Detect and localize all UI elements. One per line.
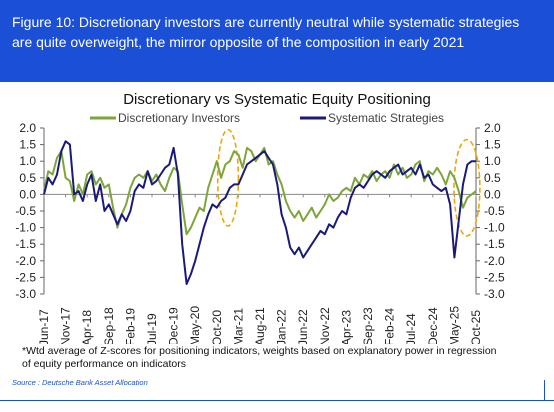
chart-footnote: *Wtd average of Z-scores for positioning… [22, 345, 497, 370]
corner-divider [544, 380, 545, 400]
y-tick-label-right: -1.5 [484, 237, 505, 251]
y-tick-label-right: -2.5 [484, 270, 505, 284]
x-tick-label: Feb-19 [123, 308, 137, 344]
x-tick-label: Sep-23 [361, 307, 375, 344]
x-tick-label: Apr-18 [80, 310, 94, 344]
y-tick-label-left: 2.0 [19, 121, 36, 135]
legend-label-systematic: Systematic Strategies [328, 111, 444, 125]
figure-caption: Figure 10: Discretionary investors are c… [12, 14, 520, 50]
x-tick-label: Oct-20 [210, 310, 224, 344]
y-tick-label-right: -2.0 [484, 254, 505, 268]
x-tick-label: Mar-21 [231, 308, 245, 344]
chart-source: Source : Deutsche Bank Asset Allocation [12, 378, 148, 387]
highlight-ellipse [216, 128, 240, 227]
chart-title: Discretionary vs Systematic Equity Posit… [123, 91, 431, 108]
y-tick-label-left: -2.0 [15, 254, 36, 268]
y-tick-label-left: -0.5 [15, 204, 36, 218]
y-tick-label-right: 0.5 [484, 171, 501, 185]
x-tick-label: Oct-25 [469, 310, 483, 344]
x-tick-label: Nov-17 [59, 307, 73, 344]
x-tick-label: Jun-22 [296, 309, 310, 344]
y-tick-label-right: 1.5 [484, 138, 501, 152]
y-tick-label-right: 1.0 [484, 154, 501, 168]
x-tick-label: Dec-19 [167, 307, 181, 344]
x-tick-label: Nov-22 [318, 307, 332, 344]
y-tick-label-left: -1.5 [15, 237, 36, 251]
y-tick-label-right: -3.0 [484, 287, 505, 301]
figure-header: Figure 10: Discretionary investors are c… [0, 0, 554, 82]
y-tick-label-left: -2.5 [15, 270, 36, 284]
discretionary-investors-line [43, 146, 477, 236]
legend-label-discretionary: Discretionary Investors [118, 111, 240, 125]
x-tick-label: Jul-24 [404, 313, 418, 344]
systematic-strategies-line [43, 140, 476, 285]
x-tick-label: Sep-18 [102, 307, 116, 344]
x-tick-label: Aug-21 [253, 307, 267, 344]
legend: Discretionary Investors Systematic Strat… [90, 111, 444, 125]
y-tick-label-left: 1.5 [19, 138, 36, 152]
positioning-chart: Discretionary vs Systematic Equity Posit… [15, 91, 505, 344]
y-tick-label-left: 1.0 [19, 154, 36, 168]
x-tick-label: Apr-23 [339, 310, 353, 344]
x-tick-label: Jul-19 [145, 313, 159, 344]
x-tick-label: May-20 [188, 306, 202, 344]
y-tick-label-left: 0.0 [19, 187, 36, 201]
bottom-divider [0, 400, 554, 401]
y-tick-label-left: -1.0 [15, 221, 36, 235]
x-tick-label: Jun-17 [37, 309, 51, 344]
x-tick-label: Feb-24 [383, 308, 397, 344]
y-tick-label-right: 2.0 [484, 121, 501, 135]
highlight-ellipse [453, 138, 481, 237]
x-tick-label: Jan-22 [275, 309, 289, 344]
x-tick-label: Dec-24 [426, 307, 440, 344]
x-tick-label: May-25 [447, 306, 461, 344]
y-tick-label-right: -0.5 [484, 204, 505, 218]
y-tick-label-left: 0.5 [19, 171, 36, 185]
y-tick-label-right: 0.0 [484, 187, 501, 201]
y-tick-label-left: -3.0 [15, 287, 36, 301]
y-tick-label-right: -1.0 [484, 221, 505, 235]
